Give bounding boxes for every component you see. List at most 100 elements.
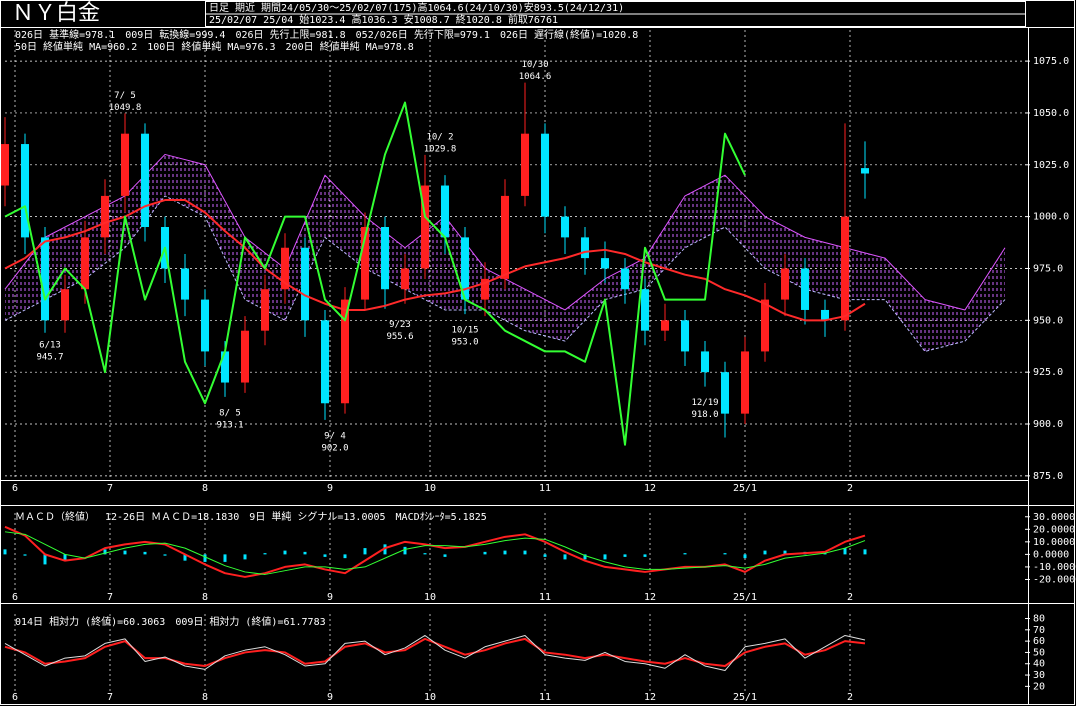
candle-body xyxy=(261,289,269,331)
candle-body xyxy=(421,185,429,269)
y-tick-label: 30 xyxy=(1033,670,1045,681)
annotation-date: 8/ 5 xyxy=(219,408,241,418)
x-tick-label: 11 xyxy=(539,483,551,494)
candle-body xyxy=(341,299,349,404)
annotation-price: 913.1 xyxy=(216,420,243,430)
annotation-price: 1029.8 xyxy=(424,144,457,154)
x-tick-label: 7 xyxy=(107,592,113,603)
candle-body xyxy=(281,247,289,290)
candle-body xyxy=(701,351,709,373)
legend-entry: MACDｵｼﾚｰﾀ=5.1825 xyxy=(396,511,487,523)
candle-body xyxy=(461,237,469,300)
oscillator-bar xyxy=(183,554,187,561)
legend-entry: 9日 単純 シグナル=13.0005 xyxy=(249,510,385,523)
candle-body xyxy=(741,351,749,414)
oscillator-bar xyxy=(303,551,307,555)
candle-body xyxy=(501,195,509,279)
candle-body xyxy=(101,195,109,238)
oscillator-bar xyxy=(143,551,147,555)
oscillator-bar xyxy=(383,544,387,555)
series-line xyxy=(4,101,746,446)
y-tick-label: 70 xyxy=(1033,625,1045,636)
annotation-price: 1064.6 xyxy=(519,72,552,82)
oscillator-bar xyxy=(23,554,27,556)
legend-entry: 100日 終値単純 MA=976.3 xyxy=(147,40,275,53)
candle-body xyxy=(561,216,569,238)
oscillator-bar xyxy=(63,554,67,561)
x-tick-label: 8 xyxy=(202,592,208,603)
legend-entry: 026日 遅行線(終値)=1020.8 xyxy=(500,28,638,41)
x-tick-label: 7 xyxy=(107,692,113,703)
cloud xyxy=(5,154,1005,352)
candle-body xyxy=(841,216,849,321)
x-tick-label: 6 xyxy=(12,692,18,703)
legend-entry: 12-26日 ＭＡＣＤ=18.1830 xyxy=(105,512,239,523)
chart-title: ＮＹ白金 xyxy=(12,1,100,26)
oscillator-bar xyxy=(163,554,167,556)
x-tick-label: 10 xyxy=(424,483,436,494)
oscillator-bar xyxy=(363,548,367,555)
y-tick-label: 975.0 xyxy=(1033,263,1063,274)
y-tick-label: 925.0 xyxy=(1033,367,1063,378)
x-tick-label: 25/1 xyxy=(733,592,757,603)
annotation-date: 10/30 xyxy=(521,60,548,70)
x-tick-label: 9 xyxy=(327,483,333,494)
candle-body xyxy=(81,237,89,290)
x-tick-label: 8 xyxy=(202,483,208,494)
legend-entry: 026日 先行上限=981.8 xyxy=(235,28,345,41)
oscillator-bar xyxy=(643,554,647,557)
annotation-price: 945.7 xyxy=(36,353,63,363)
y-tick-label: 50 xyxy=(1033,647,1045,658)
x-tick-label: 25/1 xyxy=(733,692,757,703)
y-tick-label: -10.0000 xyxy=(1033,562,1076,573)
x-tick-label: 9 xyxy=(327,692,333,703)
candle-body xyxy=(381,227,389,290)
candle-body xyxy=(601,258,609,269)
candle-body xyxy=(861,168,869,174)
x-tick-label: 12 xyxy=(644,483,656,494)
y-tick-label: 10.0000 xyxy=(1033,537,1075,548)
x-tick-label: 2 xyxy=(847,592,853,603)
y-tick-label: -20.0000 xyxy=(1033,574,1076,585)
candle-body xyxy=(641,289,649,331)
x-tick-label: 10 xyxy=(424,692,436,703)
candle-body xyxy=(481,278,489,300)
oscillator-bar xyxy=(483,551,487,555)
x-tick-label: 2 xyxy=(847,692,853,703)
candle-body xyxy=(401,268,409,290)
candle-body xyxy=(621,268,629,290)
legend-entry: ＭＡＣＤ（終値） xyxy=(15,510,95,523)
annotation-date: 6/13 xyxy=(39,341,61,351)
candle-body xyxy=(181,268,189,300)
candle-body xyxy=(441,185,449,238)
candle-body xyxy=(821,309,829,321)
annotation-price: 955.6 xyxy=(386,332,413,342)
oscillator-bar xyxy=(563,554,567,560)
candle-body xyxy=(221,351,229,383)
candle-body xyxy=(361,227,369,300)
candle-body xyxy=(301,247,309,321)
annotation-price: 902.0 xyxy=(321,443,348,453)
x-tick-label: 7 xyxy=(107,483,113,494)
oscillator-bar xyxy=(543,554,547,557)
candle-body xyxy=(201,299,209,352)
legend-entry: 009日 転換線=999.4 xyxy=(125,28,225,41)
oscillator-bar xyxy=(263,553,267,555)
y-tick-label: 1025.0 xyxy=(1033,160,1069,171)
annotation-date: 12/19 xyxy=(691,398,718,408)
annotation-price: 918.0 xyxy=(691,410,718,420)
annotation-date: 9/ 4 xyxy=(324,431,346,441)
oscillator-bar xyxy=(503,550,507,555)
oscillator-bar xyxy=(603,554,607,560)
annotation-date: 10/ 2 xyxy=(426,132,453,142)
oscillator-bar xyxy=(343,554,347,559)
x-tick-label: 10 xyxy=(424,592,436,603)
series-line xyxy=(4,199,866,322)
series-line xyxy=(4,525,866,578)
candle-body xyxy=(21,144,29,238)
oscillator-bar xyxy=(583,554,587,560)
candle-body xyxy=(121,133,129,196)
